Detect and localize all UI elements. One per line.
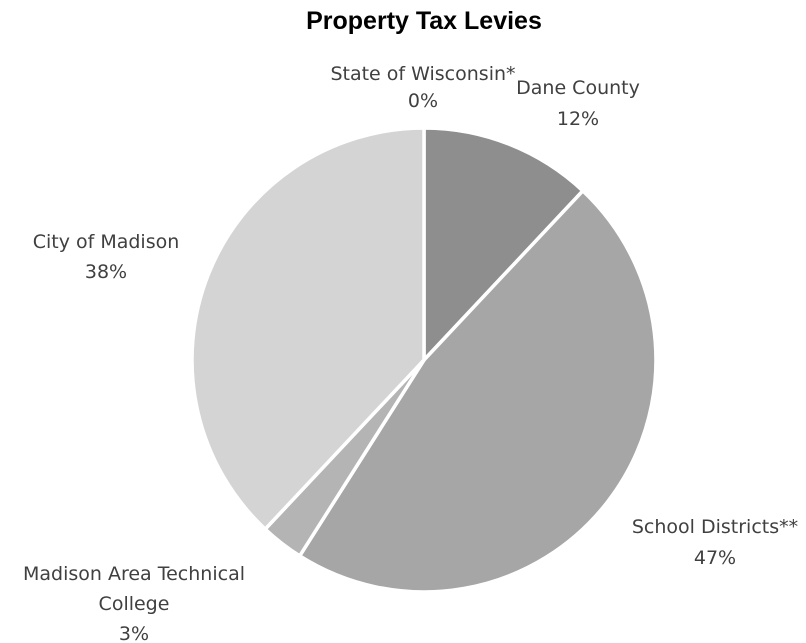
slice-percent: 38% bbox=[85, 261, 127, 283]
slice-label-school-districts: School Districts** 47% bbox=[632, 516, 798, 569]
chart-title: Property Tax Levies bbox=[306, 7, 542, 35]
slice-name: City of Madison bbox=[33, 231, 180, 253]
slice-name: School Districts** bbox=[632, 516, 798, 538]
slice-percent: 47% bbox=[694, 547, 736, 569]
slice-label-state-of-wisconsin: State of Wisconsin* 0% bbox=[330, 63, 515, 112]
slice-name: Dane County bbox=[516, 77, 640, 99]
slice-label-madison-area-technical-college: Madison Area Technical College 3% bbox=[23, 563, 245, 643]
pie-slice-dane-county bbox=[422, 126, 585, 362]
pie-slice-school-districts bbox=[297, 189, 658, 594]
slice-name: State of Wisconsin* bbox=[330, 63, 515, 85]
slice-label-dane-county: Dane County 12% bbox=[516, 77, 640, 130]
slice-percent: 0% bbox=[408, 90, 438, 112]
slice-percent: 3% bbox=[119, 623, 149, 643]
pie-slice-city-of-madison bbox=[190, 126, 426, 531]
slice-label-city-of-madison: City of Madison 38% bbox=[33, 231, 180, 283]
slice-name: College bbox=[99, 593, 170, 615]
slice-percent: 12% bbox=[557, 108, 599, 130]
pie-slices bbox=[190, 126, 658, 594]
slice-labels: State of Wisconsin* 0% Dane County 12% Schoo… bbox=[23, 63, 798, 643]
slice-name: Madison Area Technical bbox=[23, 563, 245, 585]
